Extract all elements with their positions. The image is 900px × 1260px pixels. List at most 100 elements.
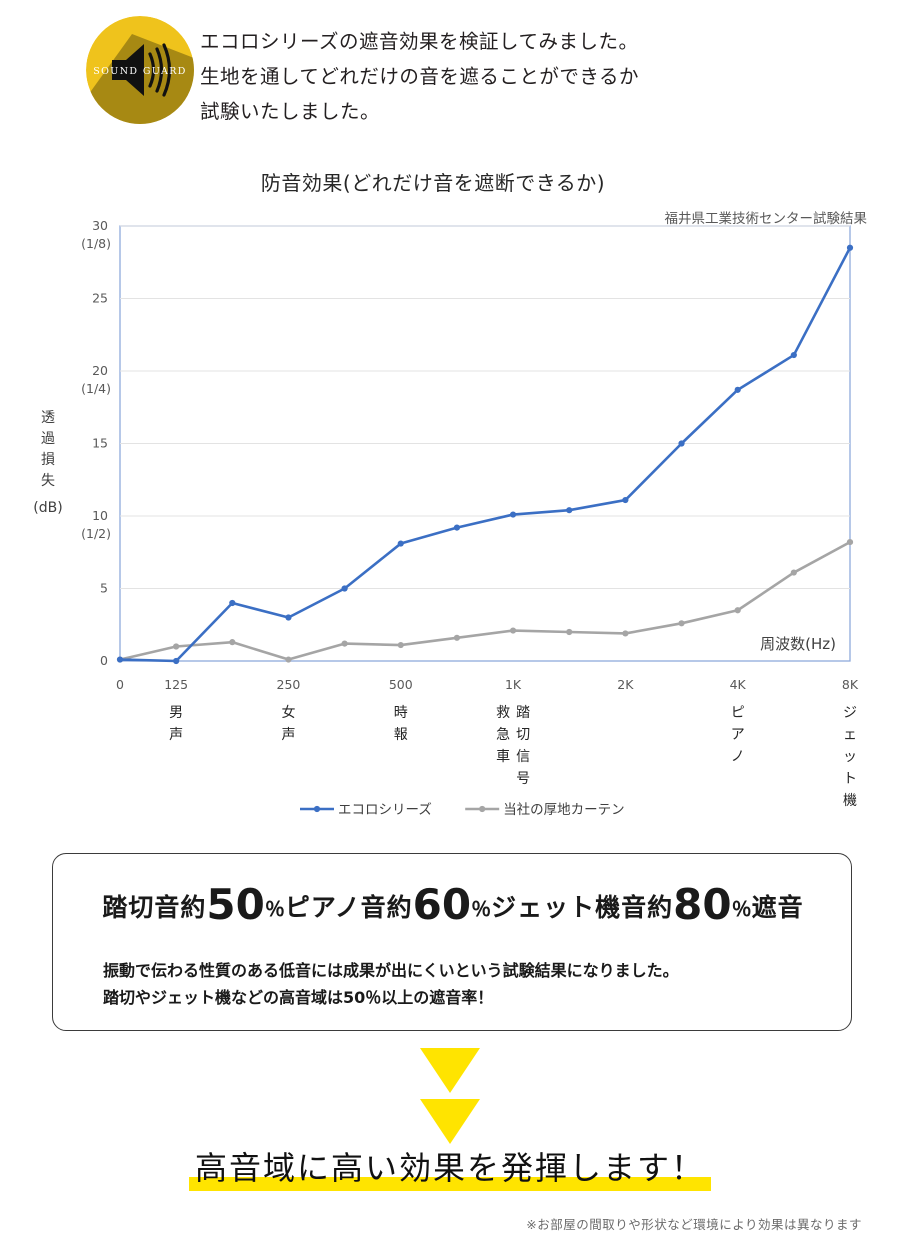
callout-part-percent-8: ％ <box>731 897 752 921</box>
intro-line-1: エコロシリーズの遮音効果を検証してみました。 <box>200 30 639 53</box>
series-line-2 <box>118 540 852 661</box>
series-point <box>229 639 236 646</box>
header-banner: SOUND GUARD エコロシリーズの遮音効果を検証してみました。 生地を通し… <box>0 0 900 150</box>
intro-line-2: 生地を通してどれだけの音を遮ることができるか <box>200 65 640 88</box>
conclusion-banner: 高音域に高い効果を発揮します！ <box>0 1143 900 1191</box>
series-point <box>509 511 517 518</box>
series-point <box>397 540 404 547</box>
callout-part-number-7: 80 <box>673 880 732 929</box>
callout-part-word-3: ピアノ音約 <box>284 893 413 922</box>
chart-source-note: 福井県工業技術センター試験結果 <box>664 211 868 227</box>
series-point <box>173 657 180 665</box>
series-point <box>678 620 685 627</box>
x-axis-title: 周波数(Hz) <box>760 635 836 653</box>
y-tick-label: 10 <box>92 508 108 523</box>
series-point <box>285 614 292 621</box>
x-tick-sublabel-char: 時 <box>394 705 408 721</box>
x-tick-sublabel-char: 切 <box>516 727 530 743</box>
series-point <box>566 628 573 636</box>
y-axis-title-char: 失 <box>41 473 55 489</box>
x-tick-sublabel-char: 救 <box>496 705 510 721</box>
x-tick-sublabel-char: ノ <box>731 749 745 765</box>
series-point <box>173 643 180 650</box>
callout-part-word-9: 遮音 <box>751 893 804 922</box>
callout-part-number-4: 60 <box>412 880 472 929</box>
series-point <box>622 630 629 637</box>
soundproofing-chart: 防音効果(どれだけ音を遮断できるか) 福井県工業技術センター試験結果 0 5 10 (… <box>0 150 900 840</box>
chart-title: 防音効果(どれだけ音を遮断できるか) <box>0 167 900 196</box>
x-tick-sublabel-char: 声 <box>169 727 183 743</box>
x-tick-label: 0 <box>116 677 124 692</box>
series-point <box>509 627 517 634</box>
x-tick-sublabel-char: 信 <box>516 749 530 765</box>
chart-title-text: 防音効果(どれだけ音を遮断できるか) <box>260 171 606 195</box>
results-callout-box: 踏切音約50％ピアノ音約60％ジェット機音約80％遮音 振動で伝わる性質のある低… <box>52 853 852 1031</box>
legend-label-2: 当社の厚地カーテン <box>503 802 625 818</box>
chevron-down-icon <box>420 1048 480 1093</box>
series-point <box>846 244 854 251</box>
y-tick-label: 30 <box>92 218 108 233</box>
x-tick-sublabel-char: ジ <box>843 705 857 721</box>
y-axis-title-char: 損 <box>41 452 55 468</box>
x-tick-label: 125 <box>164 677 188 692</box>
series-point <box>229 599 236 607</box>
y-tick-sublabel: (1/2) <box>81 526 111 541</box>
legend-marker-1 <box>313 805 321 813</box>
x-tick-sublabel-char: ト <box>843 771 857 787</box>
x-tick-sublabel-char: 声 <box>281 727 295 743</box>
x-tick-sublabel-char: 女 <box>281 704 295 721</box>
series-point <box>397 641 404 649</box>
logo-wordmark: SOUND GUARD <box>93 66 187 77</box>
series-point <box>453 634 461 641</box>
series-point <box>116 656 124 663</box>
callout-part-percent-2: ％ <box>264 897 285 921</box>
series-point <box>678 440 685 447</box>
callout-part-number-1: 50 <box>206 880 265 929</box>
series-point <box>622 496 629 504</box>
series-point <box>846 539 854 546</box>
series-point <box>341 640 348 647</box>
callout-body-line-2: 踏切やジェット機などの高音域は50％以上の遮音率！ <box>103 988 494 1007</box>
intro-text: エコロシリーズの遮音効果を検証してみました。 生地を通してどれだけの音を遮ること… <box>200 24 639 129</box>
speaker-sound-icon: SOUND GUARD <box>86 16 194 124</box>
sound-guard-logo: SOUND GUARD <box>86 16 194 124</box>
x-tick-sublabel-char: 踏 <box>516 705 530 721</box>
series-point <box>341 585 348 592</box>
series-point <box>734 607 741 614</box>
x-tick-sublabel-char: ア <box>731 727 745 743</box>
y-tick-label: 0 <box>100 653 108 668</box>
x-tick-label: 250 <box>277 677 301 692</box>
chevron-down-icon <box>420 1099 480 1144</box>
x-tick-label: 2K <box>617 677 634 692</box>
series-point <box>790 569 797 576</box>
x-tick-sublabel-char: 急 <box>496 727 510 743</box>
series-point <box>453 524 461 531</box>
x-tick-sublabel-char: 車 <box>496 748 510 765</box>
callout-part-percent-5: ％ <box>471 897 492 921</box>
x-tick-sublabel-char: ェ <box>843 727 857 743</box>
legend-marker-2 <box>479 805 486 813</box>
intro-line-3: 試験いたしました。 <box>200 100 381 123</box>
x-tick-label: 1K <box>505 677 522 692</box>
y-tick-label: 25 <box>92 291 108 306</box>
y-axis-title-char: 透 <box>41 410 55 426</box>
x-tick-sublabel-char: 男 <box>169 705 183 721</box>
x-tick-sublabel-char: ピ <box>731 705 745 721</box>
y-tick-label: 5 <box>100 581 108 596</box>
x-tick-label: 500 <box>389 677 413 692</box>
callout-body: 振動で伝わる性質のある低音には成果が出にくいという試験結果になりました。 踏切や… <box>103 957 679 1011</box>
footnote: ※お部屋の間取りや形状など環境により効果は異なります <box>526 1217 862 1232</box>
conclusion-text: 高音域に高い効果を発揮します！ <box>188 1143 711 1191</box>
y-tick-label: 15 <box>92 436 108 451</box>
x-tick-label: 8K <box>842 677 859 692</box>
y-tick-sublabel: (1/8) <box>81 236 111 251</box>
y-axis-unit: (dB) <box>33 500 62 516</box>
y-axis-title-char: 過 <box>41 431 55 447</box>
series-point <box>566 507 573 514</box>
x-tick-sublabel-char: 報 <box>394 727 408 743</box>
series-point <box>790 351 797 359</box>
x-tick-label: 4K <box>730 677 747 692</box>
x-tick-sublabel-char: 号 <box>516 771 530 787</box>
down-arrows <box>0 1048 900 1144</box>
